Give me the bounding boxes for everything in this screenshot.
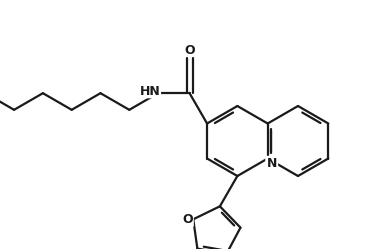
Text: HN: HN — [140, 85, 160, 98]
Text: O: O — [184, 44, 195, 57]
Text: O: O — [182, 213, 193, 226]
Text: N: N — [266, 157, 277, 170]
